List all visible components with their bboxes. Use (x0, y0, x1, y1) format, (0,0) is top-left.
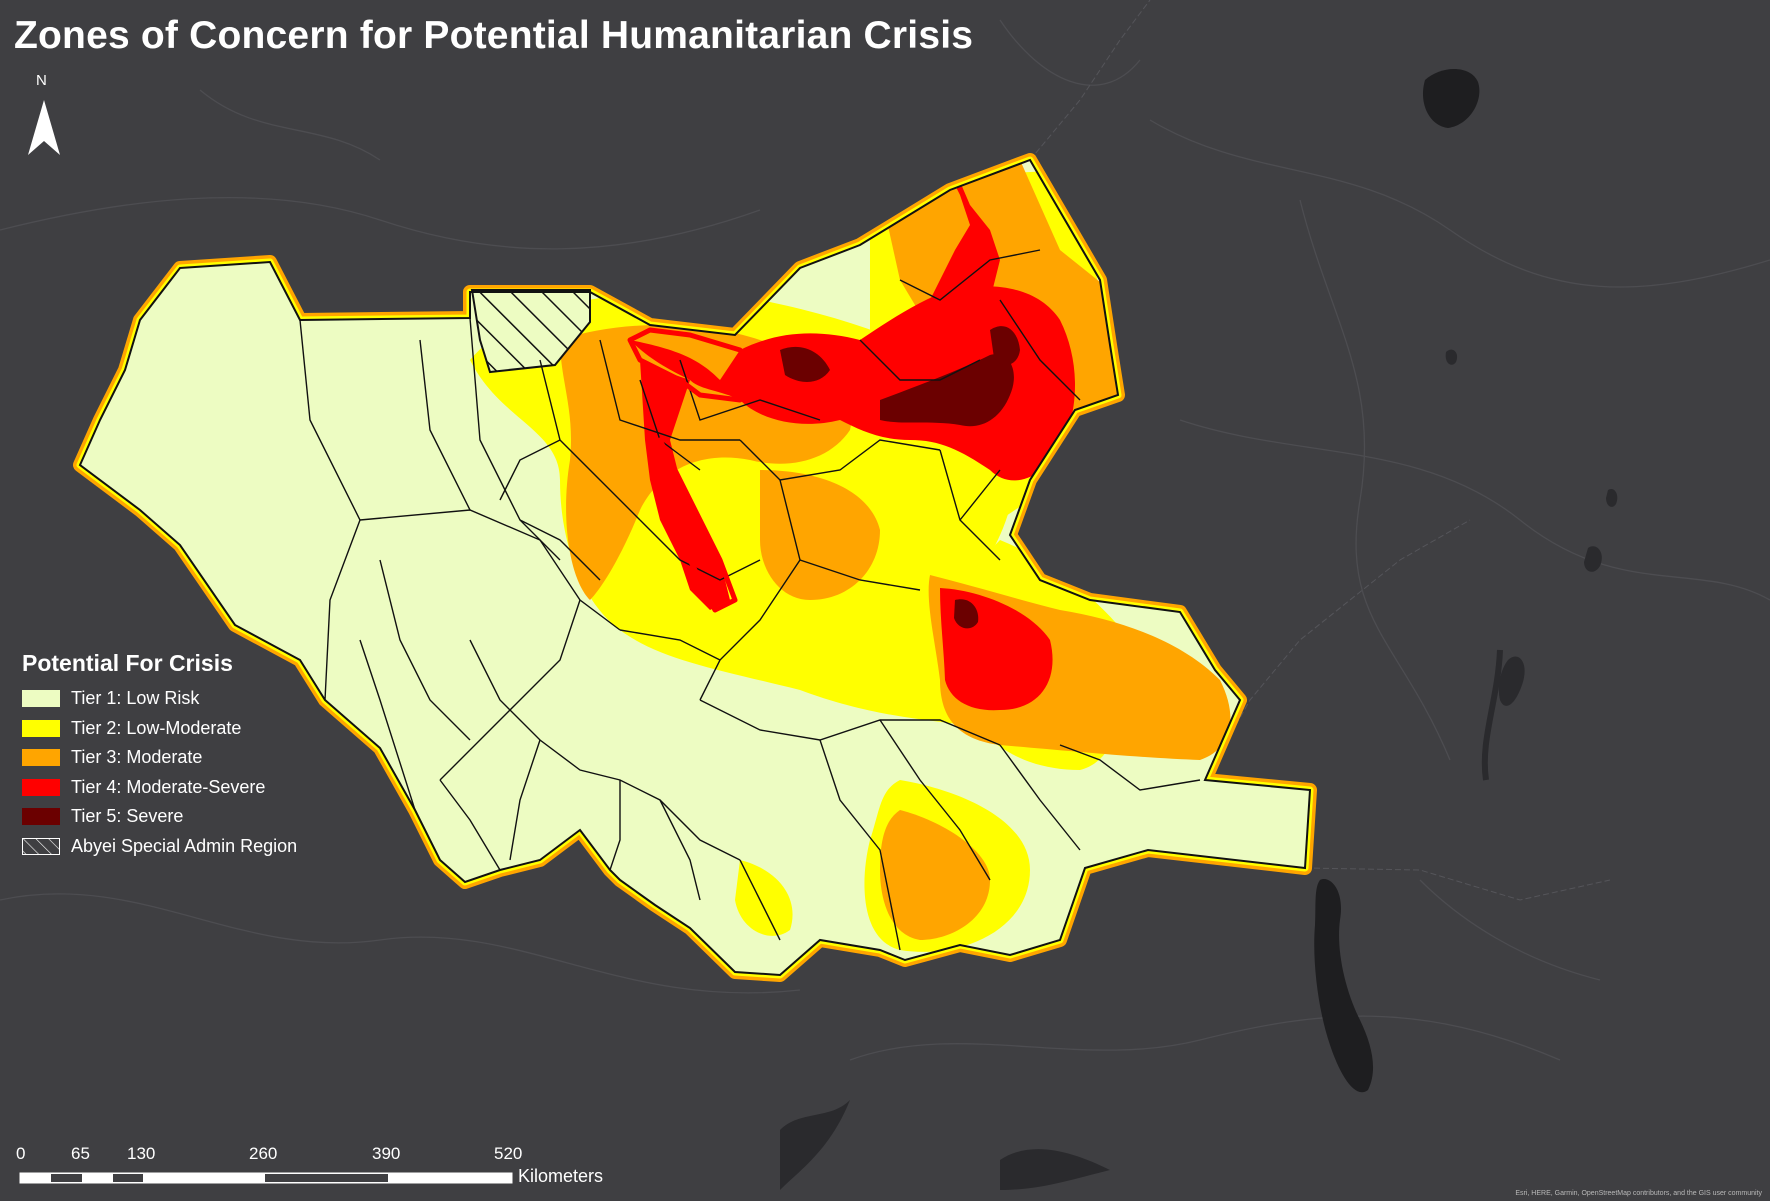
legend-title: Potential For Crisis (22, 650, 233, 676)
legend-item-tier2: Tier 2: Low-Moderate (22, 714, 297, 744)
abyei-region (470, 289, 591, 374)
north-arrow: N (24, 72, 64, 162)
legend-label: Tier 5: Severe (71, 806, 184, 827)
north-arrow-icon (28, 100, 60, 155)
scale-bar-graphic (19, 1172, 513, 1184)
legend-swatch-tier4 (22, 778, 60, 796)
scale-tick-0: 0 (16, 1144, 26, 1163)
legend-label: Tier 4: Moderate-Severe (71, 776, 266, 797)
legend-swatch-tier3 (22, 749, 60, 767)
legend-item-tier5: Tier 5: Severe (22, 802, 297, 832)
legend-label: Tier 3: Moderate (71, 747, 203, 768)
legend-item-tier1: Tier 1: Low Risk (22, 684, 297, 714)
scale-unit: Kilometers (518, 1166, 604, 1186)
legend-label: Abyei Special Admin Region (71, 835, 298, 856)
legend-swatch-tier5 (22, 808, 60, 826)
scale-tick-130: 130 (127, 1144, 156, 1163)
legend-item-tier3: Tier 3: Moderate (22, 743, 297, 773)
scale-tick-260: 260 (249, 1144, 278, 1163)
legend-swatch-tier1 (22, 690, 60, 708)
legend-label: Tier 1: Low Risk (71, 688, 200, 709)
country-crisis-zones (73, 153, 1317, 982)
legend-item-abyei: Abyei Special Admin Region (22, 832, 297, 862)
legend-swatch-tier2 (22, 719, 60, 737)
scale-tick-520: 520 (494, 1144, 523, 1163)
scale-tick-390: 390 (372, 1144, 401, 1163)
legend: Potential For Crisis Tier 1: Low Risk Ti… (22, 650, 297, 861)
attribution-text: Esri, HERE, Garmin, OpenStreetMap contri… (1515, 1190, 1762, 1197)
legend-item-tier4: Tier 4: Moderate-Severe (22, 773, 297, 803)
north-label: N (36, 72, 47, 89)
scale-tick-65: 65 (71, 1144, 90, 1163)
legend-label: Tier 2: Low-Moderate (71, 717, 242, 738)
map-title: Zones of Concern for Potential Humanitar… (14, 14, 974, 57)
legend-swatch-hatched (22, 837, 60, 855)
